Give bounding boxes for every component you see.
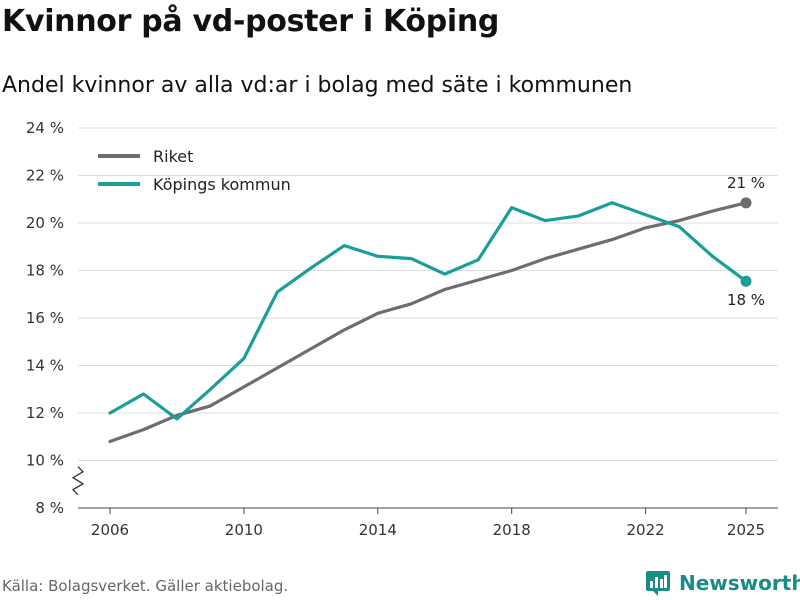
y-tick-label: 22 % <box>26 167 64 185</box>
x-tick-label: 2025 <box>727 521 765 539</box>
brand-name: Newsworthy <box>679 571 800 595</box>
legend: Riket Köpings kommun <box>98 147 291 194</box>
series-end-point <box>740 197 752 209</box>
legend-label: Riket <box>153 147 193 166</box>
x-axis: 2006 2010 2014 2018 2022 2025 <box>91 508 765 539</box>
x-tick-label: 2014 <box>359 521 397 539</box>
y-tick-label: 12 % <box>26 404 64 422</box>
x-tick-label: 2022 <box>626 521 664 539</box>
series-line-riket <box>108 201 748 444</box>
brand-logo[interactable]: Newsworthy <box>645 570 800 596</box>
series-group: 21 % 18 % <box>108 174 765 444</box>
y-tick-label: 16 % <box>26 309 64 327</box>
newsworthy-logo-icon <box>646 571 670 596</box>
y-tick-label: 10 % <box>26 452 64 470</box>
axis-break-icon <box>71 466 85 496</box>
series-end-label: 18 % <box>727 291 765 309</box>
y-tick-label: 20 % <box>26 214 64 232</box>
source-note: Källa: Bolagsverket. Gäller aktiebolag. <box>2 577 289 595</box>
y-tick-label: 8 % <box>35 499 64 517</box>
chart-title: Kvinnor på vd-poster i Köping <box>2 4 500 39</box>
series-end-label: 21 % <box>727 174 765 192</box>
series-line-kopings-kommun <box>108 201 748 421</box>
legend-label: Köpings kommun <box>153 175 291 194</box>
y-tick-label: 14 % <box>26 357 64 375</box>
y-tick-label: 24 % <box>26 119 64 137</box>
y-tick-label: 18 % <box>26 262 64 280</box>
x-tick-label: 2006 <box>91 521 129 539</box>
x-tick-label: 2018 <box>493 521 531 539</box>
x-tick-label: 2010 <box>225 521 263 539</box>
y-axis: 8 % 10 % 12 % 14 % 16 % 18 % 20 % 22 % 24 % <box>26 119 85 517</box>
chart-subtitle: Andel kvinnor av alla vd:ar i bolag med … <box>2 73 633 98</box>
series-end-point <box>740 275 752 287</box>
